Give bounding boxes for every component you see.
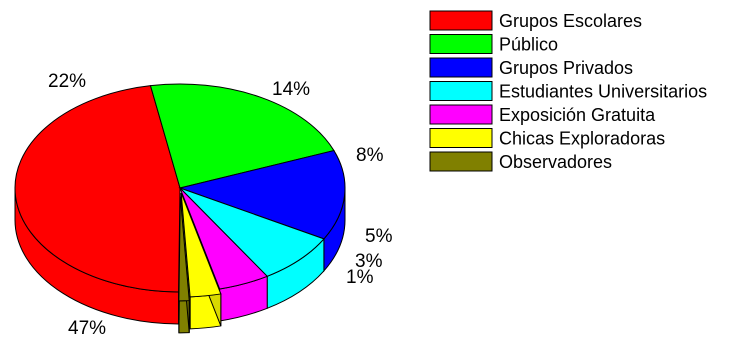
- legend-swatch-1: [429, 34, 493, 54]
- slice-6: [178, 196, 190, 302]
- legend-label-0: Grupos Escolares: [499, 11, 642, 31]
- legend-swatch-6: [429, 151, 493, 172]
- legend-label-3: Estudiantes Universitarios: [499, 82, 707, 102]
- legend-swatch-4: [429, 104, 493, 125]
- pct-label-1: 22%: [48, 71, 86, 92]
- legend-label-6: Observadores: [499, 152, 612, 172]
- slice-0: [14, 85, 181, 293]
- legend: Grupos Escolares Público Grupos Privados Es…: [429, 10, 707, 172]
- legend-swatch-5: [429, 128, 493, 148]
- legend-swatch-0: [429, 10, 493, 31]
- pct-label-3: 8%: [356, 145, 384, 166]
- legend-label-1: Público: [499, 35, 558, 55]
- pct-label-6: 1%: [346, 267, 374, 288]
- legend-swatch-3: [429, 81, 493, 101]
- legend-label-2: Grupos Privados: [499, 58, 633, 78]
- slice-5: [180, 192, 222, 298]
- legend-label-5: Chicas Exploradoras: [499, 129, 665, 149]
- legend-swatch-2: [429, 57, 493, 78]
- slice-2: [178, 149, 346, 240]
- pct-label-5: 3%: [355, 251, 383, 272]
- pct-label-4: 5%: [365, 226, 393, 247]
- slice-4: [179, 187, 269, 290]
- slice-1: [149, 83, 335, 189]
- pct-label-0: 47%: [68, 318, 106, 339]
- legend-label-4: Exposición Gratuita: [499, 105, 656, 125]
- pie-slices: [14, 83, 346, 334]
- pct-label-2: 14%: [272, 79, 310, 100]
- percentage-labels: 47% 22% 14% 8% 5% 3%1%: [48, 71, 393, 339]
